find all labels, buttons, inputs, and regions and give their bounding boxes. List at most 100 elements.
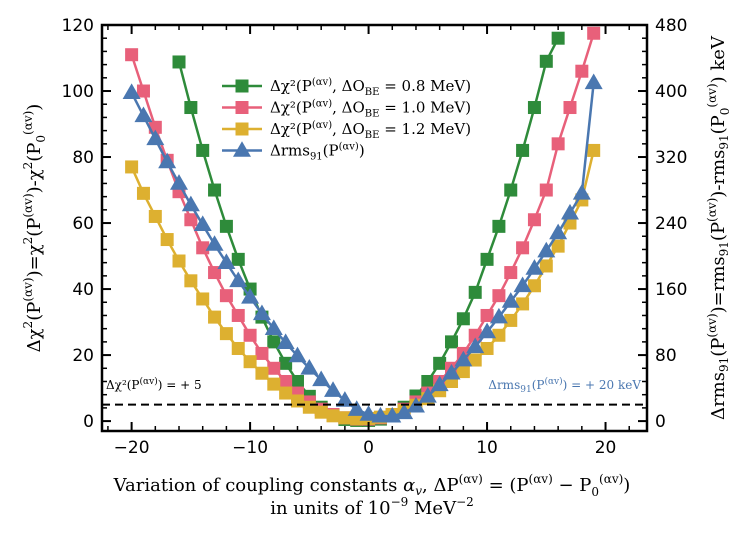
data-point [504,266,518,280]
data-point [288,346,307,363]
data-point [551,31,565,45]
data-point [196,143,210,157]
data-point [172,55,186,69]
data-point [560,203,579,220]
y-left-tick-label: 120 [62,16,94,36]
data-point [584,73,603,90]
y-right-tick-label: 160 [655,280,687,300]
data-point [158,152,177,169]
legend-marker [235,101,249,114]
legend-label: Δχ²(P(αv), ΔOBE = 1.0 MeV) [270,99,471,120]
data-point [480,308,494,322]
data-point [563,101,577,115]
plot-frame [100,23,649,433]
data-point [492,289,506,303]
y-right-tick-label: 400 [655,82,687,102]
data-point [267,377,281,391]
y-axis-label-left: Δχ2(P(αv))=χ2(P(αv))-χ2(P0(αv)) [21,104,48,353]
y-right-tick-label: 320 [655,148,687,168]
legend: Δχ²(P(αv), ΔOBE = 0.8 MeV)Δχ²(P(αv), ΔOB… [222,77,471,163]
data-point [184,213,198,227]
data-point [184,274,198,288]
series-layer [122,26,603,427]
data-point [134,106,153,123]
legend-label: Δrms91(P(αv)) [270,142,365,163]
data-point [421,374,435,388]
data-point [516,143,530,157]
x-tick-label: −20 [114,438,150,458]
x-tick-label: −10 [232,438,268,458]
data-point [466,337,485,354]
y-right-tick-label: 240 [655,214,687,234]
y-axis-label-right: Δrms91(P(αv))=rms91(P(αv))-rms91(P0(αv))… [705,35,732,420]
data-point [125,48,139,62]
data-point [136,186,150,200]
data-point [243,355,257,369]
data-point [575,64,589,78]
data-point [229,271,248,288]
data-point [279,374,293,388]
data-point [430,375,449,392]
legend-marker [233,141,251,157]
legend-label: Δχ²(P(αv), ΔOBE = 1.2 MeV) [270,120,471,141]
data-point [181,195,200,212]
data-point [480,252,494,266]
data-point [264,319,283,335]
data-point [217,253,236,269]
data-point [146,129,165,146]
data-point [527,279,541,293]
data-point [335,391,354,407]
data-point [172,254,186,268]
data-point [267,335,281,349]
data-point [231,252,245,266]
data-point [504,313,518,327]
data-point [302,400,316,414]
legend-marker [235,122,249,136]
data-point [125,160,139,174]
x-axis-label-line1: Variation of coupling constants αv, ΔP(α… [113,472,631,499]
data-point [312,370,331,387]
data-point [219,327,233,341]
data-point [539,183,553,197]
data-point [122,83,141,99]
data-point [527,101,541,115]
y-right-tick-label: 480 [655,16,687,36]
data-point [193,215,212,231]
data-point [525,259,544,275]
x-tick-label: 10 [476,438,498,458]
data-point [516,297,530,311]
data-point [572,184,591,200]
data-point [433,356,447,370]
data-point [219,289,233,303]
data-point [255,366,269,380]
data-point [243,328,257,342]
y-right-tick-label: 0 [655,412,666,432]
data-point [255,346,269,360]
y-right-tick-label: 80 [655,346,677,366]
x-axis-label-line2: in units of 10−9 MeV−2 [270,495,474,519]
data-point [551,239,565,253]
data-point [516,241,530,255]
data-point [148,209,162,223]
data-point [359,405,378,421]
data-point [208,266,222,280]
series-3 [125,143,601,426]
data-point [445,335,459,349]
data-point [241,288,260,304]
y-left-tick-label: 80 [72,148,94,168]
data-point [184,101,198,115]
x-tick-label: 0 [363,438,374,458]
y-left-tick-label: 40 [72,280,94,300]
data-point [347,400,366,416]
data-point [276,333,295,350]
data-point [395,403,414,420]
data-point [468,353,482,367]
data-point [587,143,601,157]
data-point [219,219,233,233]
data-point [468,285,482,299]
data-point [587,26,601,40]
data-point [492,328,506,342]
data-point [513,276,532,293]
data-point [338,411,352,425]
